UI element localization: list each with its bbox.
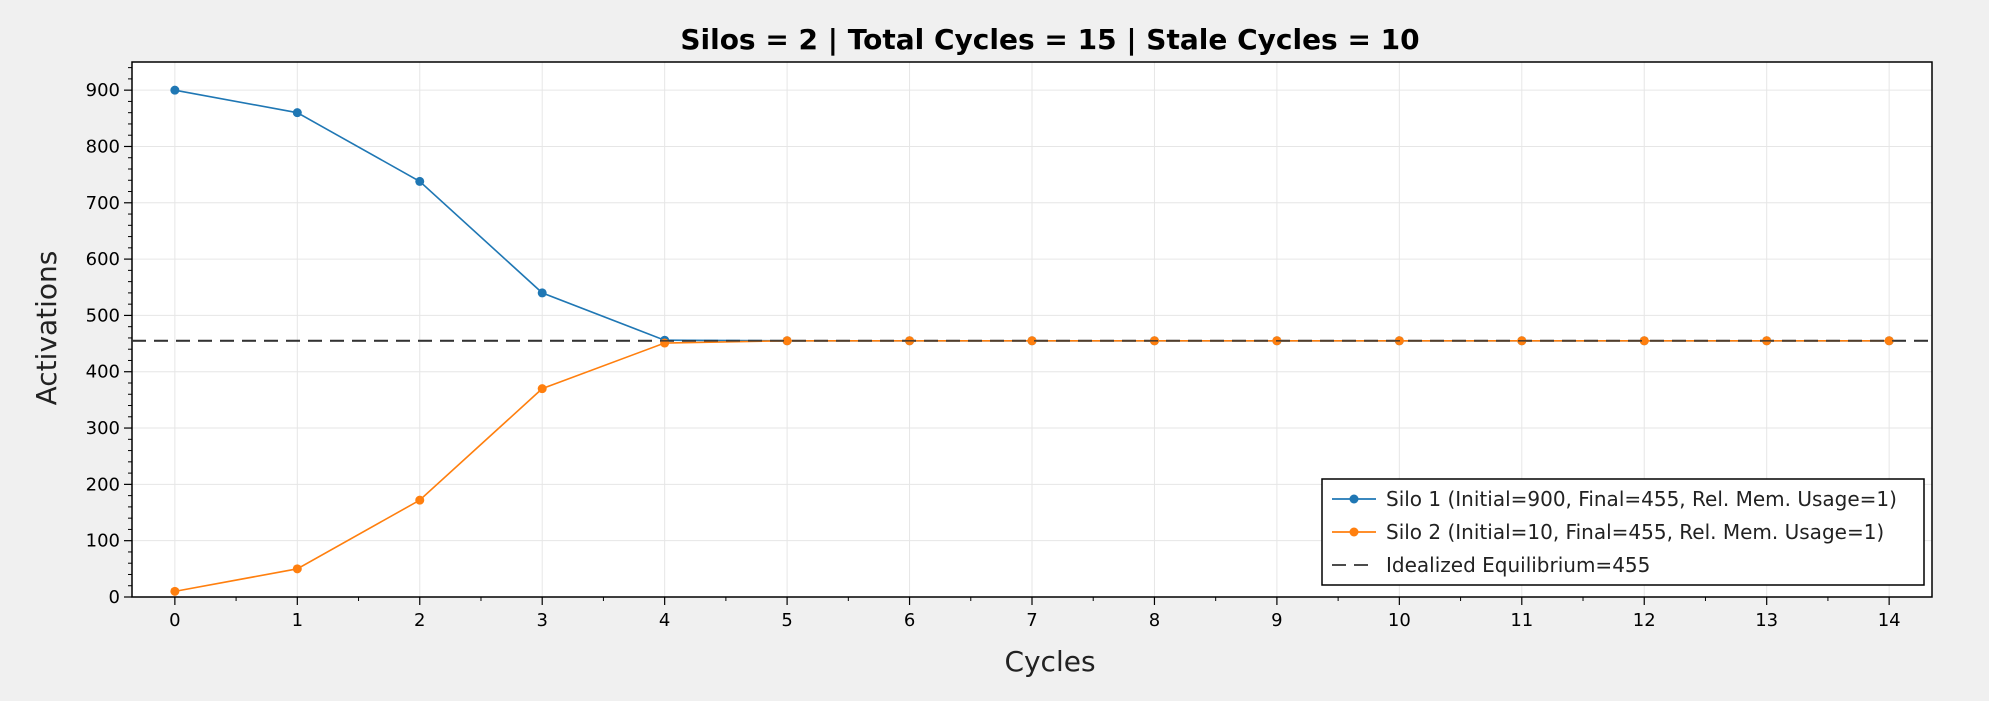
- x-tick-label: 5: [781, 610, 792, 631]
- series-2-point: [537, 384, 547, 394]
- series-2-point: [1027, 336, 1037, 346]
- series-1-point: [415, 176, 425, 186]
- y-tick-label: 500: [86, 305, 120, 326]
- x-tick-label: 1: [292, 610, 303, 631]
- chart-title: Silos = 2 | Total Cycles = 15 | Stale Cy…: [680, 23, 1419, 56]
- x-tick-label: 7: [1026, 610, 1037, 631]
- y-tick-label: 600: [86, 249, 120, 270]
- x-tick-label: 11: [1510, 610, 1533, 631]
- y-tick-label: 400: [86, 362, 120, 383]
- legend-swatch-marker: [1349, 527, 1359, 537]
- y-tick-label: 900: [86, 80, 120, 101]
- x-tick-label: 6: [904, 610, 915, 631]
- series-2-point: [660, 338, 670, 348]
- legend-swatch-marker: [1349, 494, 1359, 504]
- y-tick-label: 0: [109, 587, 120, 608]
- legend-entry-label: Idealized Equilibrium=455: [1386, 553, 1650, 577]
- series-2-point: [170, 586, 180, 596]
- x-tick-label: 12: [1633, 610, 1656, 631]
- legend-entry-label: Silo 1 (Initial=900, Final=455, Rel. Mem…: [1386, 487, 1897, 511]
- x-tick-label: 13: [1755, 610, 1778, 631]
- series-2-point: [292, 564, 302, 574]
- series-2-point: [782, 336, 792, 346]
- series-2-point: [1639, 336, 1649, 346]
- x-tick-label: 14: [1878, 610, 1901, 631]
- series-1-point: [537, 288, 547, 298]
- y-tick-label: 200: [86, 474, 120, 495]
- x-tick-label: 3: [536, 610, 547, 631]
- legend-entry-label: Silo 2 (Initial=10, Final=455, Rel. Mem.…: [1386, 520, 1884, 544]
- series-2-point: [415, 495, 425, 505]
- x-axis-label: Cycles: [1004, 645, 1095, 678]
- x-tick-label: 8: [1149, 610, 1160, 631]
- y-tick-label: 800: [86, 136, 120, 157]
- legend: Silo 1 (Initial=900, Final=455, Rel. Mem…: [1321, 478, 1925, 586]
- series-2-point: [1884, 336, 1894, 346]
- y-tick-label: 700: [86, 193, 120, 214]
- x-tick-label: 10: [1388, 610, 1411, 631]
- x-tick-label: 0: [169, 610, 180, 631]
- x-tick-label: 4: [659, 610, 670, 631]
- legend-box: [1321, 478, 1925, 586]
- series-1-point: [292, 108, 302, 118]
- series-1-point: [170, 85, 180, 95]
- x-tick-label: 9: [1271, 610, 1282, 631]
- x-tick-label: 2: [414, 610, 425, 631]
- y-axis-label: Activations: [30, 251, 63, 406]
- y-tick-label: 300: [86, 418, 120, 439]
- y-tick-label: 100: [86, 531, 120, 552]
